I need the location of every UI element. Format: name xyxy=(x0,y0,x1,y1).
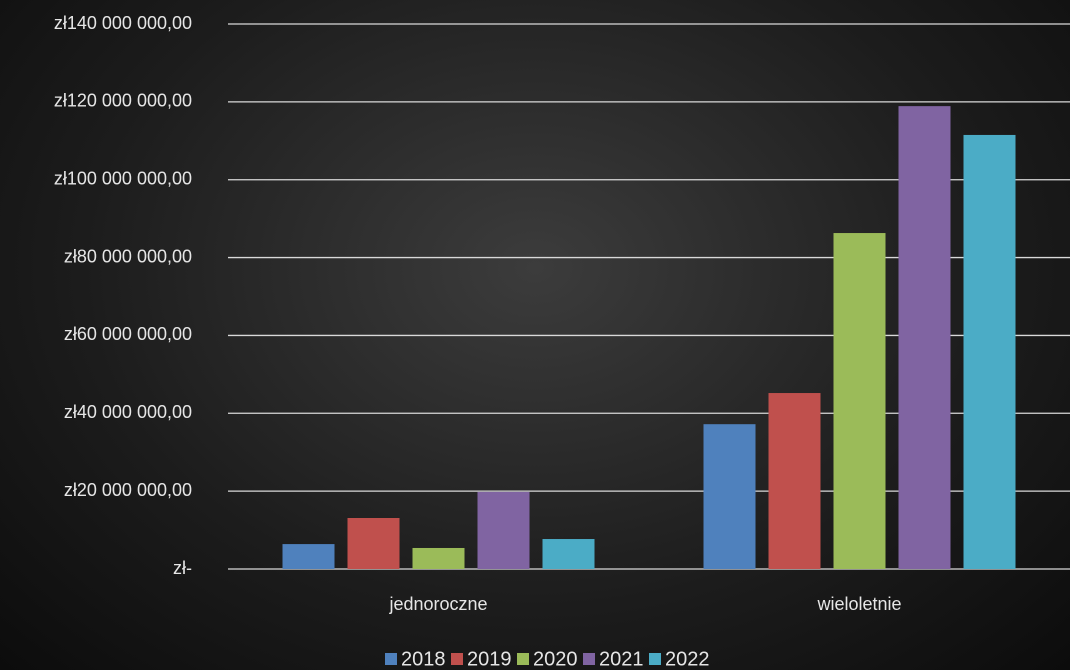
legend-swatch xyxy=(583,653,595,665)
legend-swatch xyxy=(451,653,463,665)
x-tick-label: jednoroczne xyxy=(388,594,487,614)
x-tick-label: wieloletnie xyxy=(816,594,901,614)
legend-label: 2018 xyxy=(401,648,446,670)
legend-swatch xyxy=(649,653,661,665)
legend-label: 2019 xyxy=(467,648,512,670)
legend-swatch xyxy=(385,653,397,665)
y-tick-label: zł60 000 000,00 xyxy=(64,324,192,344)
bar xyxy=(412,547,465,569)
legend-label: 2022 xyxy=(665,648,710,670)
y-tick-label: zł80 000 000,00 xyxy=(64,246,192,266)
y-tick-label: zł100 000 000,00 xyxy=(54,168,192,188)
bar xyxy=(477,491,530,569)
bar xyxy=(347,518,400,569)
legend-label: 2020 xyxy=(533,648,578,670)
bar xyxy=(833,233,886,569)
bar xyxy=(768,393,821,569)
y-tick-label: zł20 000 000,00 xyxy=(64,480,192,500)
bar xyxy=(282,544,335,569)
bar xyxy=(963,134,1016,570)
y-tick-label: zł120 000 000,00 xyxy=(54,91,192,111)
bar xyxy=(542,539,595,569)
y-tick-label: zł140 000 000,00 xyxy=(54,13,192,33)
legend-swatch xyxy=(517,653,529,665)
y-tick-label: zł40 000 000,00 xyxy=(64,402,192,422)
bar xyxy=(703,424,756,569)
bar xyxy=(898,106,951,569)
y-tick-label: zł- xyxy=(173,558,192,578)
legend-label: 2021 xyxy=(599,648,644,670)
